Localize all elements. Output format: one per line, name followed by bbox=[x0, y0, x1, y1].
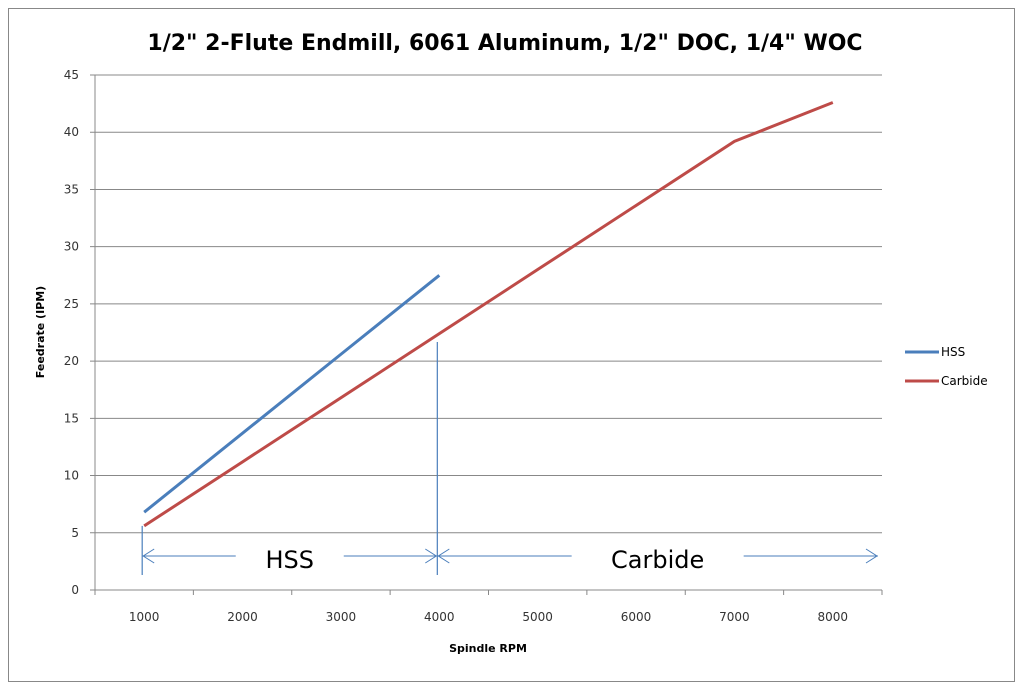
carbide-arrowhead-right bbox=[865, 548, 878, 564]
y-tick-label: 5 bbox=[71, 526, 79, 540]
x-tick-label: 6000 bbox=[621, 610, 652, 624]
y-axis-label: Feedrate (IPM) bbox=[34, 286, 47, 378]
y-tick-label: 30 bbox=[64, 240, 79, 254]
x-tick-label: 3000 bbox=[326, 610, 357, 624]
chart-frame bbox=[8, 8, 1015, 682]
legend-label-carbide: Carbide bbox=[941, 374, 988, 388]
x-axis-label: Spindle RPM bbox=[449, 642, 527, 655]
x-tick-label: 5000 bbox=[522, 610, 553, 624]
legend-label-hss: HSS bbox=[941, 345, 965, 359]
hss-annotation-label: HSS bbox=[265, 546, 314, 574]
chart-title: 1/2" 2-Flute Endmill, 6061 Aluminum, 1/2… bbox=[147, 31, 862, 56]
y-tick-label: 25 bbox=[64, 297, 79, 311]
series-line-hss bbox=[143, 274, 441, 514]
y-tick-label: 40 bbox=[64, 125, 79, 139]
x-tick-label: 2000 bbox=[227, 610, 258, 624]
y-tick-label: 20 bbox=[64, 354, 79, 368]
x-tick-label: 4000 bbox=[424, 610, 455, 624]
hss-arrowhead-left bbox=[142, 548, 155, 564]
x-tick-label: 7000 bbox=[719, 610, 750, 624]
carbide-annotation-label: Carbide bbox=[611, 546, 704, 574]
x-tick-label: 8000 bbox=[818, 610, 849, 624]
hss-arrowhead-right bbox=[425, 548, 438, 564]
y-tick-label: 15 bbox=[64, 411, 79, 425]
carbide-arrowhead-left bbox=[437, 548, 450, 564]
y-tick-label: 45 bbox=[64, 68, 79, 82]
y-tick-label: 35 bbox=[64, 182, 79, 196]
x-tick-label: 1000 bbox=[129, 610, 160, 624]
y-tick-label: 10 bbox=[64, 469, 79, 483]
series-line-carbide bbox=[143, 101, 834, 528]
y-tick-label: 0 bbox=[71, 583, 79, 597]
